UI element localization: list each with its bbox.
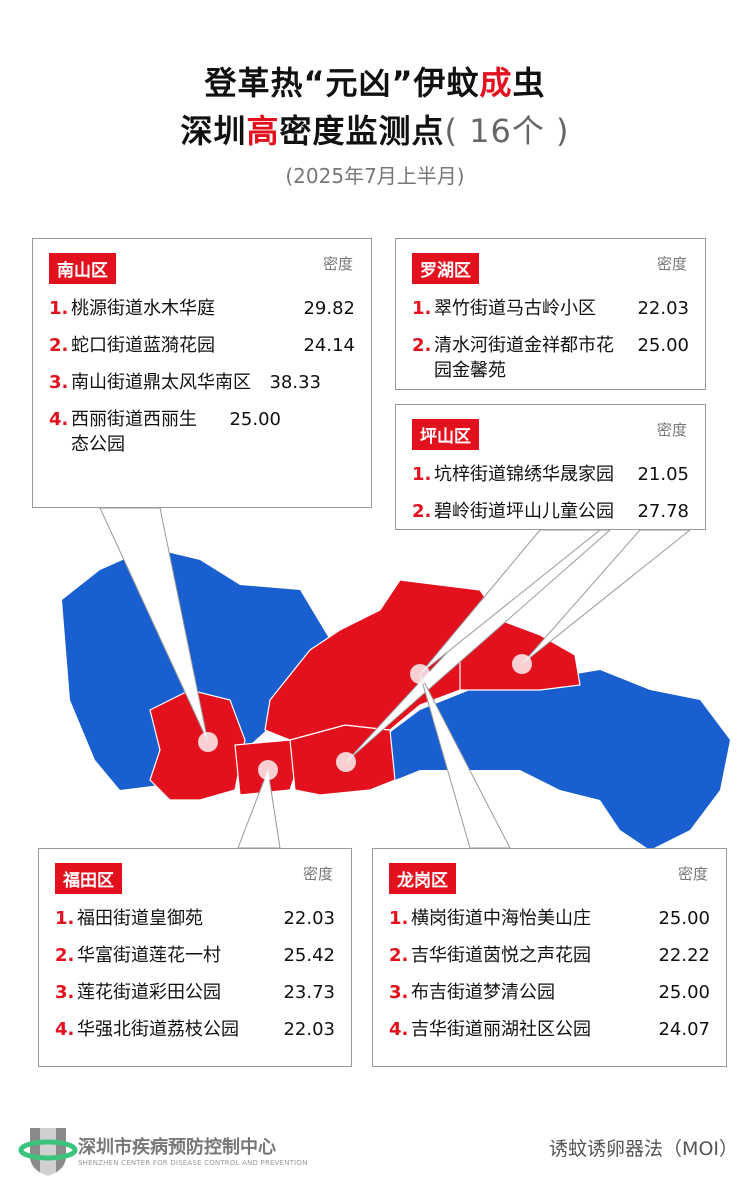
- list-item: 1. 坑梓街道锦绣华晟家园 21.05: [412, 464, 689, 485]
- density-header: 密度: [302, 865, 333, 883]
- district-tag: 坪山区: [412, 419, 479, 450]
- subtitle: (2025年7月上半月): [285, 164, 465, 188]
- luohu-box: 罗湖区 密度 1. 翠竹街道马古岭小区 22.03 2. 清水河街道金祥都市花园金馨苑 2…: [395, 238, 706, 390]
- list-item: 2. 吉华街道茵悦之声花园 22.22: [389, 945, 710, 966]
- list-item: 4. 吉华街道丽湖社区公园 24.07: [389, 1019, 710, 1040]
- list-item: 4. 西丽街道西丽生态公园 25.00: [49, 409, 281, 455]
- district-tag: 罗湖区: [412, 253, 479, 284]
- list-item: 4. 华强北街道荔枝公园 22.03: [55, 1019, 335, 1040]
- longgang-box: 龙岗区 密度 1. 横岗街道中海怡美山庄 25.00 2. 吉华街道茵悦之声花园 22.2…: [372, 848, 727, 1067]
- list-item: 1. 桃源街道水木华庭 29.82: [49, 298, 355, 319]
- monitoring-points: [198, 654, 532, 780]
- blue-districts: [62, 548, 730, 850]
- futian-box: 福田区 密度 1. 福田街道皇御苑 22.03 2. 华富街道莲花一村 25.42 3. 莲…: [38, 848, 352, 1067]
- district-tag: 龙岗区: [389, 863, 456, 894]
- list-item: 1. 福田街道皇御苑 22.03: [55, 908, 335, 929]
- list-item: 3. 布吉街道梦清公园 25.00: [389, 982, 710, 1003]
- list-item: 2. 清水河街道金祥都市花园金馨苑 25.00: [412, 335, 689, 381]
- org-logo-block: 深圳市疾病预防控制中心 SHENZHEN CENTER FOR DISEASE …: [18, 1122, 308, 1178]
- list-item: 3. 南山街道鼎太风华南区 38.33: [49, 372, 321, 393]
- org-name-en: SHENZHEN CENTER FOR DISEASE CONTROL AND …: [78, 1159, 308, 1167]
- density-header: 密度: [656, 421, 687, 439]
- district-tag: 南山区: [49, 253, 116, 284]
- callout-pointers: [99, 507, 692, 849]
- title-line2: 深圳高密度监测点( 16个 ): [180, 112, 570, 150]
- pingshan-box: 坪山区 密度 1. 坑梓街道锦绣华晟家园 21.05 2. 碧岭街道坪山儿童公园 27.7…: [395, 404, 706, 530]
- list-item: 1. 横岗街道中海怡美山庄 25.00: [389, 908, 710, 929]
- list-item: 2. 碧岭街道坪山儿童公园 27.78: [412, 501, 689, 522]
- density-header: 密度: [677, 865, 708, 883]
- cdc-shield-logo-icon: [18, 1128, 78, 1176]
- nanshan-box: 南山区 密度 1. 桃源街道水木华庭 29.82 2. 蛇口街道蓝漪花园 24.14 3.…: [32, 238, 372, 508]
- org-name: 深圳市疾病预防控制中心: [78, 1137, 276, 1158]
- district-tag: 福田区: [55, 863, 122, 894]
- list-item: 2. 蛇口街道蓝漪花园 24.14: [49, 335, 355, 356]
- list-item: 3. 莲花街道彩田公园 23.73: [55, 982, 335, 1003]
- list-item: 2. 华富街道莲花一村 25.42: [55, 945, 335, 966]
- list-item: 1. 翠竹街道马古岭小区 22.03: [412, 298, 689, 319]
- title-line1: 登革热“元凶”伊蚊成虫: [204, 64, 546, 102]
- density-header: 密度: [656, 255, 687, 273]
- density-header: 密度: [322, 255, 353, 273]
- method-label: 诱蚊诱卵器法（MOI）: [549, 1138, 738, 1160]
